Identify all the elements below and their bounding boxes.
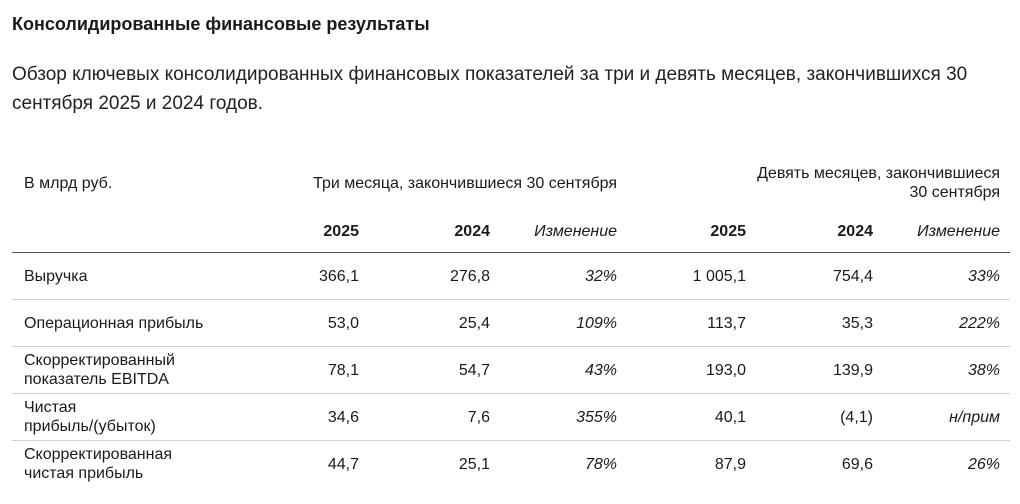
table-row-operating-profit: Операционная прибыль 53,0 25,4 109% 113,…	[12, 300, 1010, 347]
unit-label: В млрд руб.	[24, 175, 113, 192]
cell-n-change: 38%	[967, 361, 1000, 379]
cell-n-change: н/прим	[949, 408, 1000, 426]
cell-n2025: 87,9	[714, 455, 746, 473]
page-title: Консолидированные финансовые результаты	[12, 14, 430, 34]
cell-n2024: 754,4	[832, 267, 873, 285]
cell-q2024: 7,6	[467, 408, 490, 426]
cell-q2024: 25,4	[458, 314, 490, 332]
column-header-q-change: Изменение	[534, 222, 617, 240]
cell-n2025: 113,7	[707, 314, 746, 332]
row-label: Скорректированный показатель EBITDA	[24, 352, 175, 388]
cell-q2025: 53,0	[327, 314, 359, 332]
financial-results-table: В млрд руб. Три месяца, закончившиеся 30…	[12, 160, 1010, 487]
cell-n2025: 193,0	[705, 361, 746, 379]
column-header-n2025: 2025	[710, 222, 746, 240]
cell-n2024: 139,9	[832, 361, 873, 379]
row-label: Операционная прибыль	[24, 314, 204, 332]
period-three-months-header: Три месяца, закончившиеся 30 сентября	[313, 175, 617, 192]
table-header-columns: 2025 2024 Изменение 2025 2024 Изменение	[12, 210, 1010, 253]
cell-n-change: 222%	[959, 314, 1000, 332]
table-row-net-profit: Чистая прибыль/(убыток) 34,6 7,6 355% 40…	[12, 394, 1010, 441]
period-nine-months-header: Девять месяцев, закончившиеся 30 сентябр…	[700, 164, 1000, 202]
column-header-q2024: 2024	[454, 222, 490, 240]
period-nine-line1: Девять месяцев, закончившиеся	[757, 165, 1000, 182]
table-header-periods: В млрд руб. Три месяца, закончившиеся 30…	[12, 160, 1010, 210]
intro-paragraph: Обзор ключевых консолидированных финансо…	[12, 64, 968, 114]
row-label: Скорректированная чистая прибыль	[24, 446, 173, 482]
column-header-q2025: 2025	[323, 222, 359, 240]
cell-q2024: 25,1	[458, 455, 490, 473]
cell-n-change: 26%	[967, 455, 1000, 473]
cell-q-change: 78%	[584, 455, 617, 473]
cell-n2024: 69,6	[841, 455, 873, 473]
cell-q2024: 54,7	[458, 361, 490, 379]
table-row-revenue: Выручка 366,1 276,8 32% 1 005,1 754,4 33…	[12, 253, 1010, 300]
table-row-adjusted-net-profit: Скорректированная чистая прибыль 44,7 25…	[12, 441, 1010, 487]
cell-n2024: 35,3	[841, 314, 873, 332]
cell-q2025: 78,1	[327, 361, 359, 379]
cell-n-change: 33%	[967, 267, 1000, 285]
column-header-n2024: 2024	[837, 222, 873, 240]
cell-n2025: 40,1	[714, 408, 746, 426]
cell-q2025: 34,6	[327, 408, 359, 426]
cell-q2025: 44,7	[327, 455, 359, 473]
cell-q2024: 276,8	[449, 267, 490, 285]
period-nine-line2: 30 сентября	[909, 184, 1000, 201]
cell-q-change: 355%	[576, 408, 617, 426]
cell-n2024: (4,1)	[840, 408, 873, 426]
table-row-adjusted-ebitda: Скорректированный показатель EBITDA 78,1…	[12, 347, 1010, 394]
cell-q-change: 32%	[584, 267, 617, 285]
row-label: Выручка	[24, 267, 88, 285]
cell-q-change: 43%	[584, 361, 617, 379]
cell-q-change: 109%	[576, 314, 617, 332]
cell-n2025: 1 005,1	[692, 267, 746, 285]
row-label: Чистая прибыль/(убыток)	[24, 399, 156, 435]
column-header-n-change: Изменение	[917, 222, 1000, 240]
cell-q2025: 366,1	[318, 267, 359, 285]
